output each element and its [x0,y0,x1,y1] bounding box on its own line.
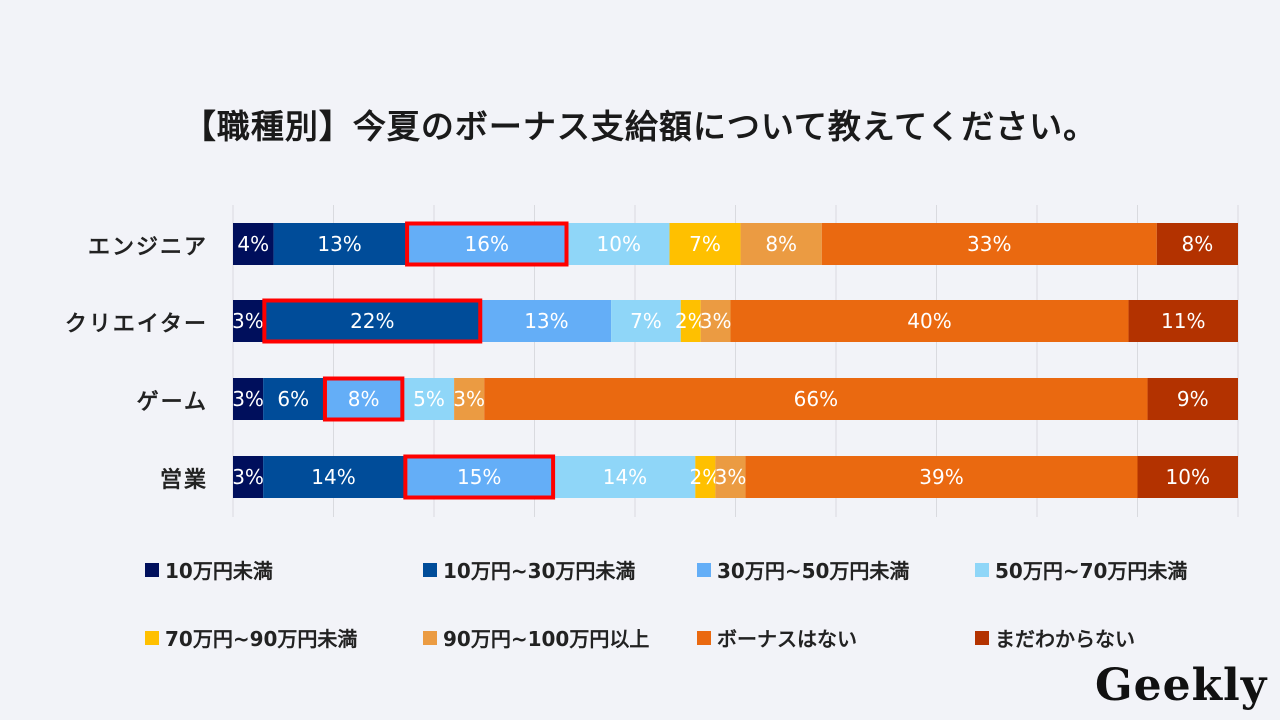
bar-segment [403,378,455,420]
bar-segment [700,300,731,342]
chart-title: 【職種別】今夏のボーナス支給額について教えてください。 [182,107,1098,146]
data-label: 3% [453,387,485,411]
data-label: 22% [350,309,394,333]
bar-segment [403,456,555,498]
highlight-box [405,221,569,267]
bar-segment [695,456,716,498]
data-label: 6% [277,387,309,411]
data-label: 3% [232,465,264,489]
data-label: 4% [237,232,269,256]
bar-segment [454,378,485,420]
bar-segment [1147,378,1238,420]
data-label: 39% [919,465,963,489]
bar-segment [233,456,264,498]
bar-segment [745,456,1138,498]
bar-segment [730,300,1129,342]
category-label: 営業 [159,468,208,493]
bar-segment [1128,300,1238,342]
bar-segment [740,223,822,265]
data-label: 3% [232,387,264,411]
bar-segment [263,456,404,498]
highlight-box [403,454,556,500]
bar-segment [263,378,324,420]
data-label: 8% [1182,232,1214,256]
data-label: 5% [413,387,445,411]
data-label: 14% [603,465,647,489]
bar-segment [680,300,701,342]
bar-segment [715,456,746,498]
data-label: 8% [765,232,797,256]
data-label: 8% [348,387,380,411]
data-label: 40% [907,309,951,333]
data-label: 10% [1166,465,1210,489]
bar-segment [233,300,263,342]
data-label: 9% [1177,387,1209,411]
bar-segment [554,456,696,498]
data-label: 7% [630,309,662,333]
bar-segment [611,300,681,342]
highlight-box [262,298,483,344]
data-label: 13% [524,309,568,333]
bar-segment [568,223,670,265]
bar-segment [669,223,741,265]
category-label: ゲーム [136,390,208,415]
data-label: 3% [232,309,264,333]
bar-segment [233,223,274,265]
data-label: 66% [794,387,838,411]
geekly-logo: Geekly [1095,660,1268,711]
highlight-box [322,376,405,422]
category-label: クリエイター [64,312,208,337]
bar-segment [1137,456,1238,498]
data-label: 13% [317,232,361,256]
bar-segment [273,223,406,265]
data-label: 10% [597,232,641,256]
category-label: エンジニア [87,235,208,260]
data-label: 15% [457,465,501,489]
data-label: 11% [1161,309,1205,333]
bar-segment [481,300,612,342]
bar-segment [405,223,568,265]
bar-segment [233,378,264,420]
bar-segment [1156,223,1238,265]
bar-segment [484,378,1148,420]
data-label: 3% [700,309,732,333]
data-label: 33% [967,232,1011,256]
data-label: 16% [465,232,509,256]
data-label: 7% [689,232,721,256]
bar-segment [821,223,1157,265]
bar-segment [323,378,404,420]
data-label: 3% [715,465,747,489]
data-label: 14% [311,465,355,489]
bar-segment [262,300,482,342]
